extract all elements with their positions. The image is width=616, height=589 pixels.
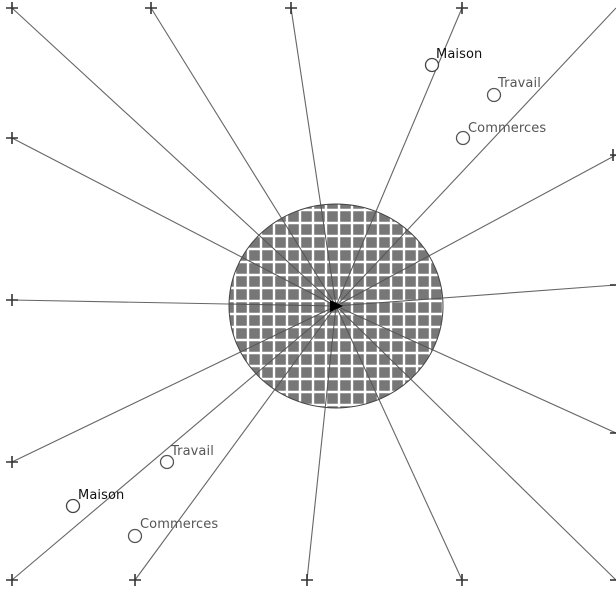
cross-marker <box>6 574 18 586</box>
ray-overlay-line <box>335 204 443 307</box>
play-arrow-icon[interactable] <box>330 300 343 312</box>
cross-marker <box>6 132 18 144</box>
ray-overlay-line <box>290 204 337 307</box>
ray-overlay-line <box>335 305 443 408</box>
location-marker-commerces[interactable] <box>127 528 143 544</box>
endpoint-markers <box>6 2 616 586</box>
ray-overlay-line <box>229 204 337 307</box>
location-label-commerces: Commerces <box>140 517 218 532</box>
ray-overlay-line <box>335 305 443 408</box>
location-marker-travail[interactable] <box>159 454 175 470</box>
cross-marker <box>6 2 18 14</box>
ray-overlay-line <box>306 305 337 408</box>
location-label-maison: Maison <box>436 47 482 62</box>
disc-outline <box>228 203 444 409</box>
cross-marker <box>145 2 157 14</box>
ray-overlay-line <box>229 204 337 307</box>
location-label-commerces: Commerces <box>468 121 546 136</box>
ray-overlay-line <box>229 299 337 307</box>
location-label-travail: Travail <box>170 444 214 459</box>
location-label-travail: Travail <box>497 76 541 91</box>
location-marker-travail[interactable] <box>486 87 502 103</box>
location-cluster-top-right: Maison Travail Commerces <box>424 47 546 146</box>
ray-overlay-line <box>229 305 337 408</box>
cross-marker <box>6 456 18 468</box>
ray-overlay-line <box>229 305 337 408</box>
ray-overlay-line <box>229 204 337 307</box>
cross-marker <box>456 2 468 14</box>
ray-overlay <box>229 204 443 408</box>
cross-marker <box>301 574 313 586</box>
cross-marker <box>129 574 141 586</box>
cross-marker <box>6 294 18 306</box>
ray-overlay-line <box>335 284 443 307</box>
ray-overlay-line <box>229 305 337 408</box>
cross-marker <box>456 574 468 586</box>
ray-overlay-line <box>335 204 443 307</box>
cross-marker <box>610 149 616 161</box>
location-marker-commerces[interactable] <box>455 130 471 146</box>
ray-overlay-line <box>335 305 443 408</box>
location-label-maison: Maison <box>78 488 124 503</box>
location-marker-maison[interactable] <box>424 57 440 73</box>
location-marker-maison[interactable] <box>65 498 81 514</box>
location-cluster-bottom-left: Travail Maison Commerces <box>65 444 218 544</box>
cross-marker <box>285 2 297 14</box>
ray-overlay-line <box>335 204 443 307</box>
